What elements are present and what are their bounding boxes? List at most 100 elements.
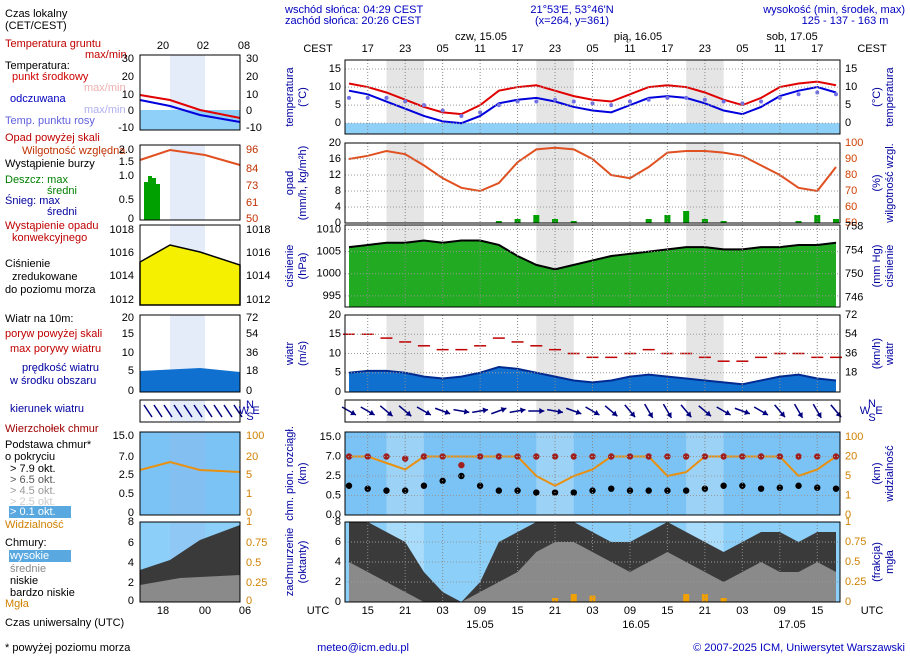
wind-arrow (491, 407, 507, 415)
mini-frame (139, 224, 241, 306)
dot (403, 99, 408, 104)
legend-label: (CET/CEST) (5, 20, 67, 32)
arrow-head (797, 412, 803, 418)
arrow-head (520, 407, 526, 414)
mini-tick: 96 (246, 144, 258, 156)
arrow-head (705, 410, 712, 417)
mini-compass: E (252, 405, 259, 417)
grid-point: (x=264, y=361) (535, 15, 609, 27)
wind-arrow (379, 405, 394, 417)
legend-label: konwekcyjnego (12, 232, 87, 244)
compass: E (875, 405, 882, 417)
dot (420, 482, 428, 489)
mini-bg (140, 432, 240, 515)
legend-label: wysokie (9, 550, 49, 562)
mini-tick: 1012 (110, 294, 134, 306)
y2-tick-label: 15 (845, 63, 857, 75)
utc-tick-label: 03 (586, 605, 598, 617)
y-tick-label: 2 (335, 576, 341, 588)
mini-arrow (193, 404, 203, 418)
mini-tick: 10 (246, 89, 258, 101)
dot (701, 485, 709, 492)
mini-tick: -10 (246, 122, 262, 134)
mini-tick: 1016 (110, 247, 134, 259)
cest-tick-label: 11 (474, 43, 485, 55)
mini-line (139, 99, 241, 123)
legend-label: > 4.5 okt. (10, 485, 56, 497)
legend-label: Temperatura gruntu (5, 38, 101, 50)
mini-tick: 72 (246, 312, 258, 324)
dot (645, 487, 652, 494)
dot (684, 95, 689, 100)
wind-arrow (698, 405, 712, 417)
y2-tick-label: 100 (845, 431, 863, 443)
dot (478, 110, 483, 115)
mini-tick: 1.5 (119, 156, 134, 168)
height-title: wysokość (min, środek, max) (762, 4, 905, 16)
mini-time: 00 (199, 605, 211, 617)
legend-label: odczuwana (10, 93, 67, 105)
y2-tick-label: 90 (845, 153, 857, 165)
panel-frame (344, 314, 841, 393)
dot (626, 487, 634, 494)
y-tick-label: 1005 (317, 246, 341, 258)
y-axis-label: (°C) (297, 87, 309, 107)
y-axis-label: (m/s) (297, 341, 309, 366)
dot (759, 99, 764, 104)
y2-tick-label: 80 (845, 169, 857, 181)
legend-label: Wilgotność względna (22, 145, 126, 157)
mini-tick: 1 (246, 516, 252, 528)
mini-tick: 0 (246, 507, 252, 519)
panel-frame (344, 59, 841, 135)
wind-arrow (547, 408, 564, 415)
bar (645, 219, 652, 223)
arrow-head (593, 409, 600, 416)
utc-tick-label: 21 (699, 605, 711, 617)
mini-tick: 1018 (110, 224, 134, 236)
wind-arrow (434, 407, 451, 415)
wind-arrow (734, 407, 751, 415)
legend-label: Wiatr na 10m: (5, 313, 73, 325)
mini-tick: 1018 (246, 224, 270, 236)
legend-label: Śnieg: max (5, 194, 61, 207)
mini-tick: 5 (128, 365, 134, 377)
y2-tick-label: 0 (845, 509, 851, 521)
cest-tick-label: 17 (362, 43, 374, 55)
mini-tick: 0 (128, 213, 134, 225)
y-tick-label: 15 (329, 328, 341, 340)
y-tick-label: 995 (323, 290, 341, 302)
mini-night (170, 432, 205, 515)
mini-frame (139, 521, 241, 603)
panel-frame (344, 142, 841, 224)
legend-label: Opad powyżej skali (5, 132, 100, 144)
mini-tick: 0 (128, 595, 134, 607)
dot (665, 95, 670, 100)
bar (683, 211, 690, 223)
arrow-head (685, 411, 692, 418)
mini-frame (139, 144, 241, 221)
arrow-head (744, 409, 750, 415)
cest-tick-label: 17 (661, 43, 673, 55)
y-axis-label: wiatr (284, 342, 296, 367)
mini-area (140, 575, 240, 602)
email[interactable]: meteo@icm.edu.pl (317, 642, 409, 654)
arrow-head (647, 412, 653, 418)
mini-arrow (223, 404, 233, 418)
cest-tick-label: 23 (549, 43, 561, 55)
y-tick-label: 10 (329, 347, 341, 359)
y2-tick-label: 1 (845, 489, 851, 501)
mini-ground (140, 110, 240, 130)
dot (495, 487, 503, 494)
arrow-head (557, 408, 563, 415)
dot (365, 95, 370, 100)
utc-label: UTC (307, 605, 330, 617)
mini-compass: S (246, 411, 253, 423)
y-tick-label: 15.0 (320, 431, 341, 443)
dot (682, 453, 690, 460)
legend-label: punkt środkowy (12, 71, 89, 83)
mini-tick: 2.5 (119, 469, 134, 481)
arrow-head (386, 410, 393, 417)
cest-tick-label: 11 (624, 43, 635, 55)
legend-label: Widzialność (5, 519, 64, 531)
y-tick-label: 7.0 (326, 450, 341, 462)
